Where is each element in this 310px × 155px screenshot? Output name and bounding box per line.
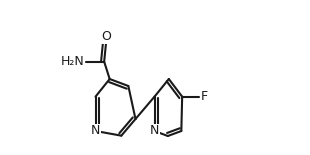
Text: N: N: [91, 124, 100, 137]
Text: O: O: [102, 30, 112, 43]
Text: F: F: [200, 90, 207, 103]
Text: H₂N: H₂N: [60, 55, 84, 68]
Text: N: N: [150, 124, 159, 137]
